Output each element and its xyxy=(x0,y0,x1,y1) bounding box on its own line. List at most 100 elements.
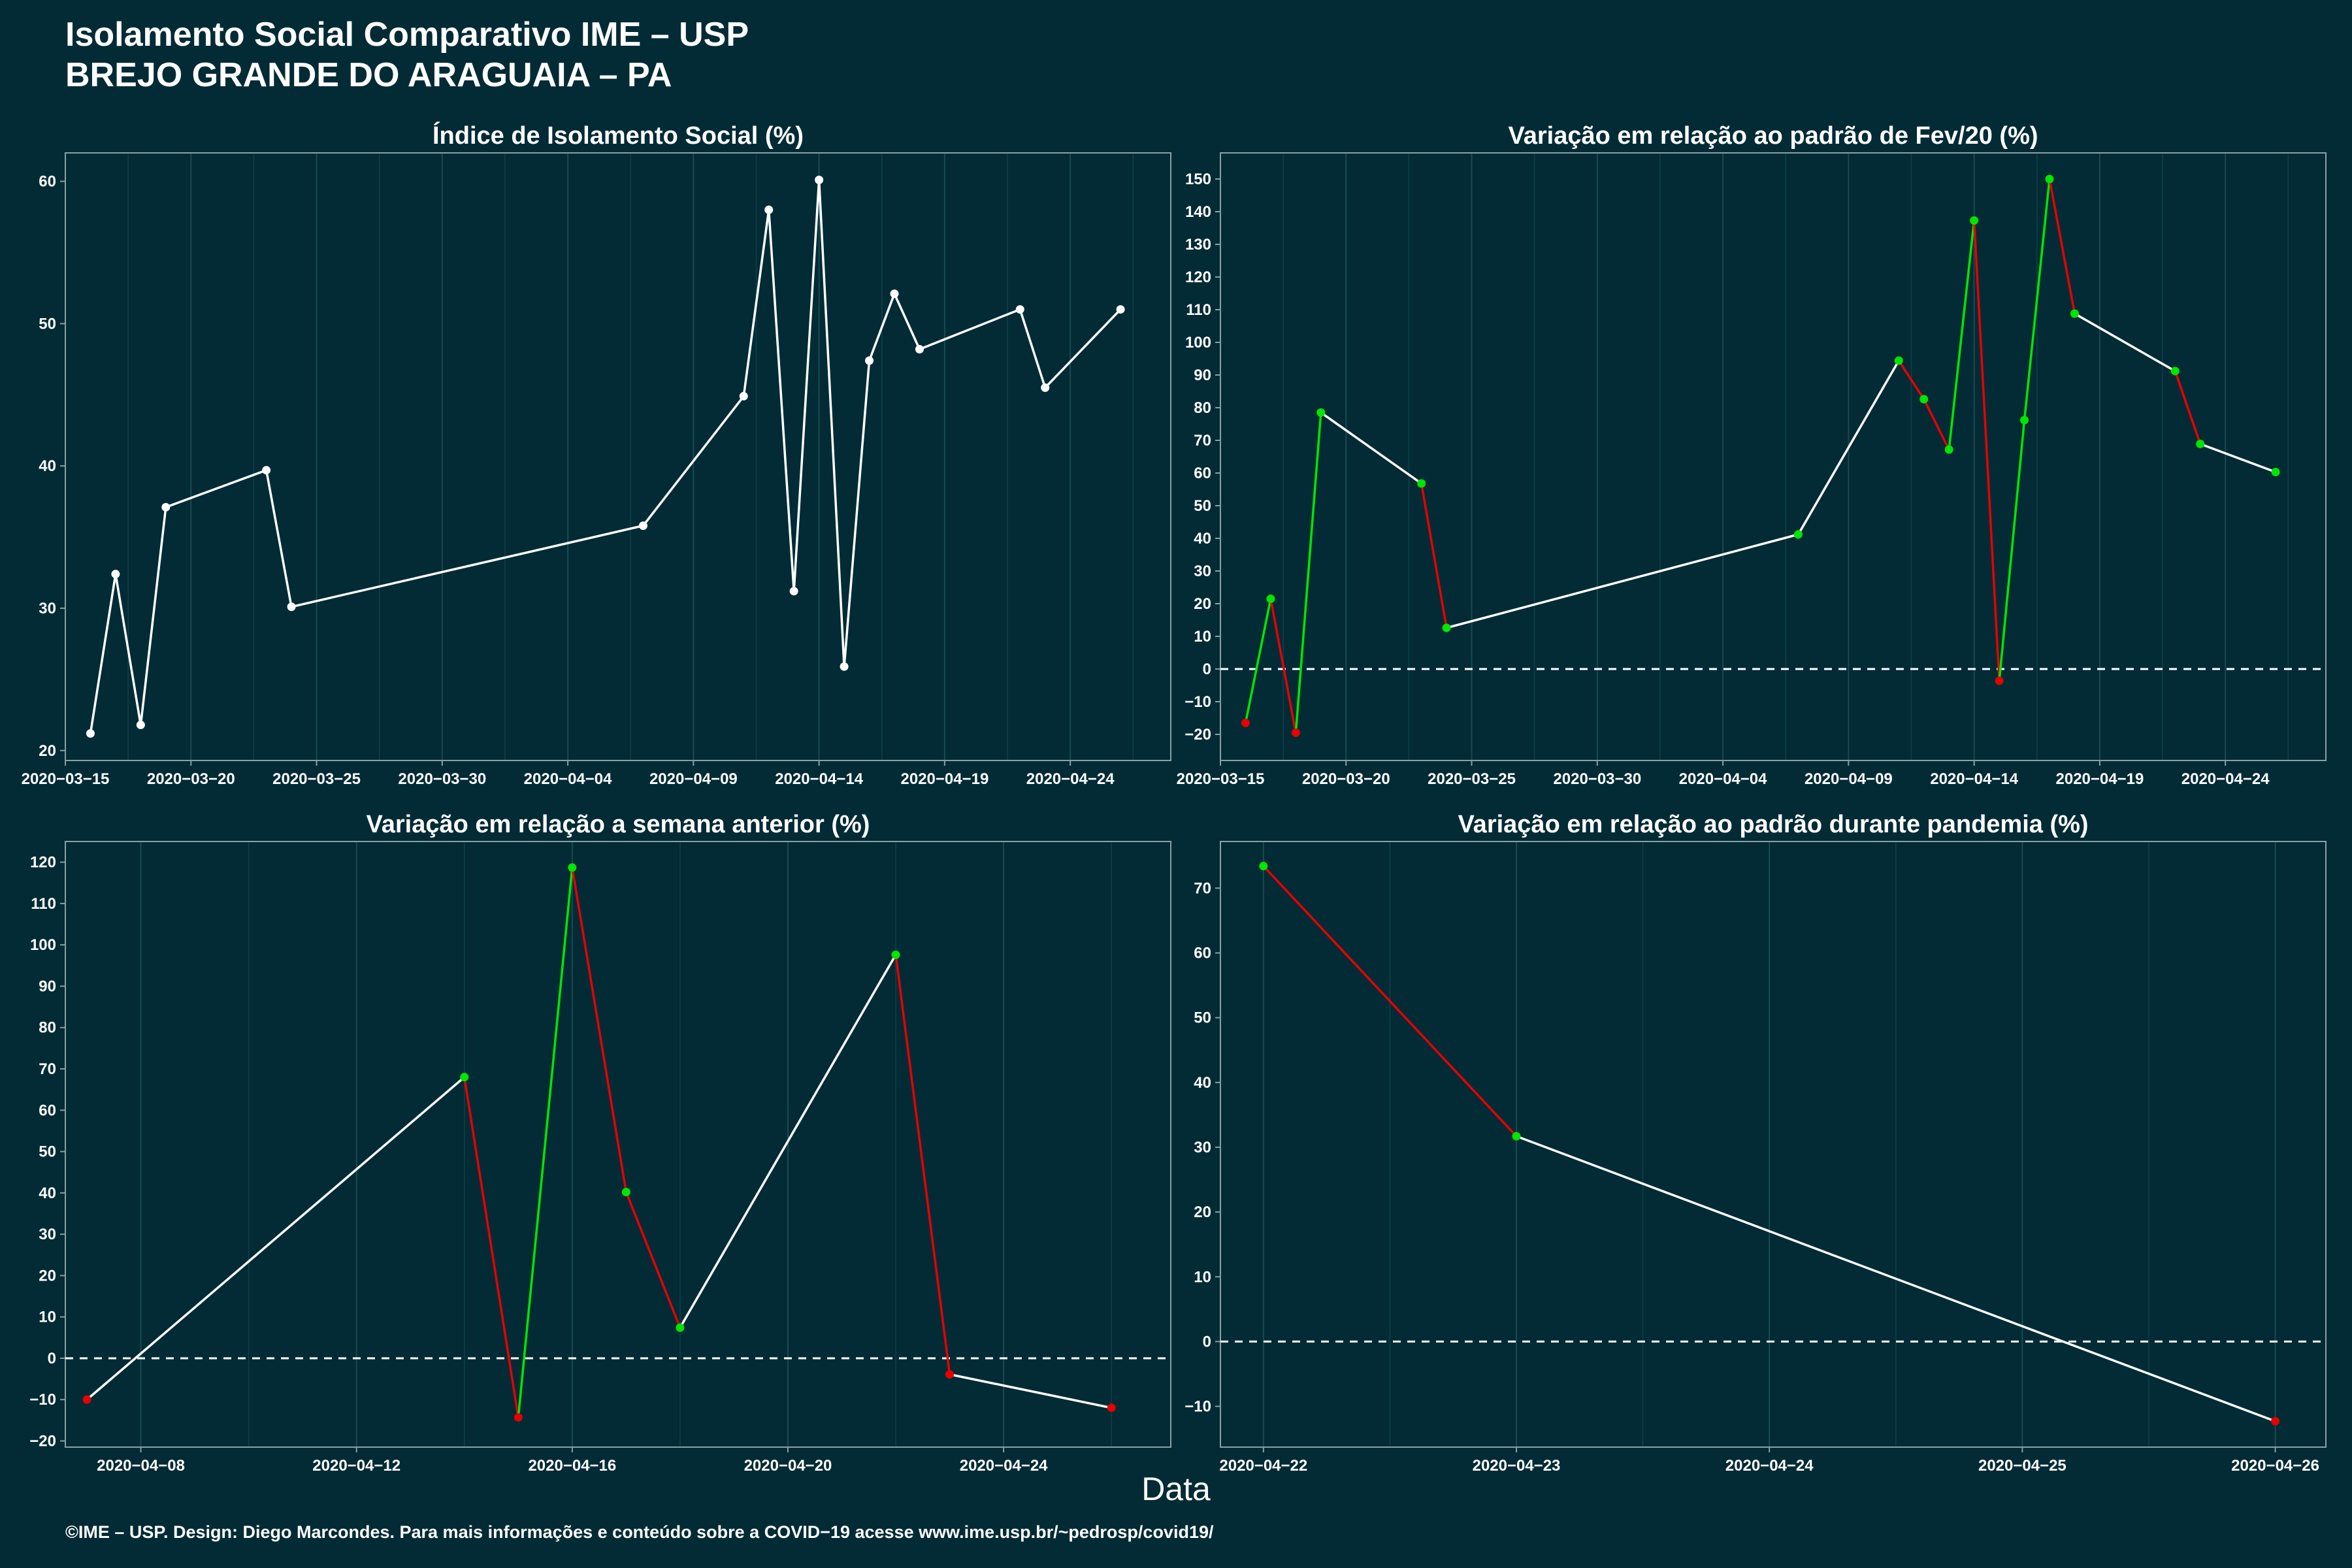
series-segment xyxy=(1043,308,1122,389)
x-tick-label: 2020−04−14 xyxy=(1930,770,2018,788)
x-tick-label: 2020−04−04 xyxy=(1679,770,1767,788)
data-point xyxy=(638,521,647,531)
y-tick-label: 60 xyxy=(39,1102,56,1119)
y-tick-label: 50 xyxy=(39,1143,56,1161)
x-tick-label: 2020−04−22 xyxy=(1219,1457,1307,1475)
x-tick-label: 2020−03−25 xyxy=(272,770,361,788)
y-tick-label: 30 xyxy=(1194,1139,1211,1156)
series-segment xyxy=(2073,312,2177,372)
y-tick-label: 100 xyxy=(1185,334,1211,351)
data-point xyxy=(1970,216,1979,225)
data-point xyxy=(136,721,145,730)
y-tick-label: 70 xyxy=(1194,432,1211,449)
x-tick-label: 2020−03−30 xyxy=(1553,770,1641,788)
main-title-line1: Isolamento Social Comparativo IME – USP xyxy=(65,16,749,54)
data-point xyxy=(2170,367,2180,376)
y-tick-label: 30 xyxy=(39,1226,56,1243)
data-point xyxy=(739,391,748,400)
series-segment xyxy=(767,208,795,593)
series-segment xyxy=(114,572,142,727)
main-title: Isolamento Social Comparativo IME – USP … xyxy=(65,14,749,95)
x-tick-label: 2020−03−15 xyxy=(1177,770,1265,788)
series-segment xyxy=(918,308,1022,351)
series-segment xyxy=(1515,1135,2277,1423)
series-segment xyxy=(1420,482,1448,629)
y-tick-label: 40 xyxy=(1194,530,1211,547)
data-point xyxy=(1259,862,1268,871)
x-tick-label: 2020−03−15 xyxy=(22,770,110,788)
series-segment xyxy=(2198,442,2277,474)
x-tick-label: 2020−04−09 xyxy=(1805,770,1893,788)
y-tick-label: 70 xyxy=(1194,879,1211,897)
data-point xyxy=(460,1073,469,1082)
series-segment xyxy=(463,1075,520,1419)
data-point xyxy=(945,1370,955,1379)
series-segment xyxy=(1445,533,1800,629)
data-point xyxy=(915,345,924,354)
series-segment xyxy=(1262,864,1518,1137)
y-tick-label: 10 xyxy=(1194,1268,1211,1286)
y-tick-label: 0 xyxy=(48,1350,56,1367)
data-point xyxy=(621,1188,630,1197)
x-tick-label: 2020−04−08 xyxy=(97,1457,185,1475)
y-tick-label: 90 xyxy=(1194,367,1211,384)
x-tick-label: 2020−04−19 xyxy=(2056,770,2144,788)
chart-panel: Variação em relação ao padrão durante pa… xyxy=(1184,811,2327,1475)
series-segment xyxy=(1998,419,2026,682)
data-point xyxy=(815,175,824,184)
data-point xyxy=(1316,408,1326,417)
y-tick-label: 110 xyxy=(1186,301,1211,319)
y-tick-label: 60 xyxy=(1194,945,1211,962)
y-tick-label: 20 xyxy=(39,742,56,760)
y-tick-label: 40 xyxy=(1194,1074,1211,1092)
data-point xyxy=(840,662,849,671)
series-segment xyxy=(679,953,897,1329)
y-tick-label: 60 xyxy=(1194,465,1211,482)
y-tick-label: 20 xyxy=(39,1267,56,1284)
series-segment xyxy=(139,506,167,727)
data-point xyxy=(2271,468,2280,476)
series-segment xyxy=(893,292,921,351)
data-point xyxy=(1995,676,2004,685)
chart-panel: Índice de Isolamento Social (%) 20 30 40 50 6… xyxy=(22,121,1171,788)
series-segment xyxy=(948,1373,1113,1409)
y-tick-label: 90 xyxy=(39,977,56,995)
series-segment xyxy=(2048,178,2076,315)
chart-title: Variação em relação ao padrão durante pa… xyxy=(1458,811,2088,838)
series-segment xyxy=(1797,359,1901,536)
data-point xyxy=(789,587,798,596)
x-tick-label: 2020−04−04 xyxy=(524,770,612,788)
series-segment xyxy=(2174,370,2202,446)
main-title-line2: BREJO GRANDE DO ARAGUAIA – PA xyxy=(65,56,672,94)
series-segment xyxy=(165,468,268,509)
y-tick-label: 20 xyxy=(1194,595,1211,613)
plot-border xyxy=(1220,841,2327,1448)
data-point xyxy=(262,466,271,475)
x-tick-label: 2020−04−24 xyxy=(960,1457,1048,1475)
series-segment xyxy=(571,866,628,1194)
data-point xyxy=(2196,440,2205,448)
data-point xyxy=(568,863,577,872)
data-point xyxy=(514,1413,523,1422)
y-tick-label: 10 xyxy=(1194,628,1211,645)
data-point xyxy=(287,602,296,612)
y-tick-label: 30 xyxy=(39,600,56,617)
series-segment xyxy=(1897,359,1925,400)
data-point xyxy=(1241,719,1250,727)
data-point xyxy=(1512,1132,1521,1141)
x-axis-common-label: Data xyxy=(1141,1471,1211,1507)
y-tick-label: 10 xyxy=(39,1309,56,1326)
series-segment xyxy=(742,208,770,398)
x-tick-label: 2020−04−24 xyxy=(2181,770,2270,788)
data-point xyxy=(86,729,95,738)
series-segment xyxy=(1294,411,1322,734)
y-tick-label: −20 xyxy=(29,1433,56,1450)
x-tick-label: 2020−04−25 xyxy=(1978,1457,2066,1475)
x-tick-label: 2020−04−20 xyxy=(744,1457,832,1475)
series-segment xyxy=(792,178,821,593)
x-tick-label: 2020−04−24 xyxy=(1026,770,1115,788)
y-tick-label: 60 xyxy=(39,173,56,191)
y-tick-label: 100 xyxy=(30,936,56,954)
x-tick-label: 2020−04−26 xyxy=(2231,1457,2319,1475)
